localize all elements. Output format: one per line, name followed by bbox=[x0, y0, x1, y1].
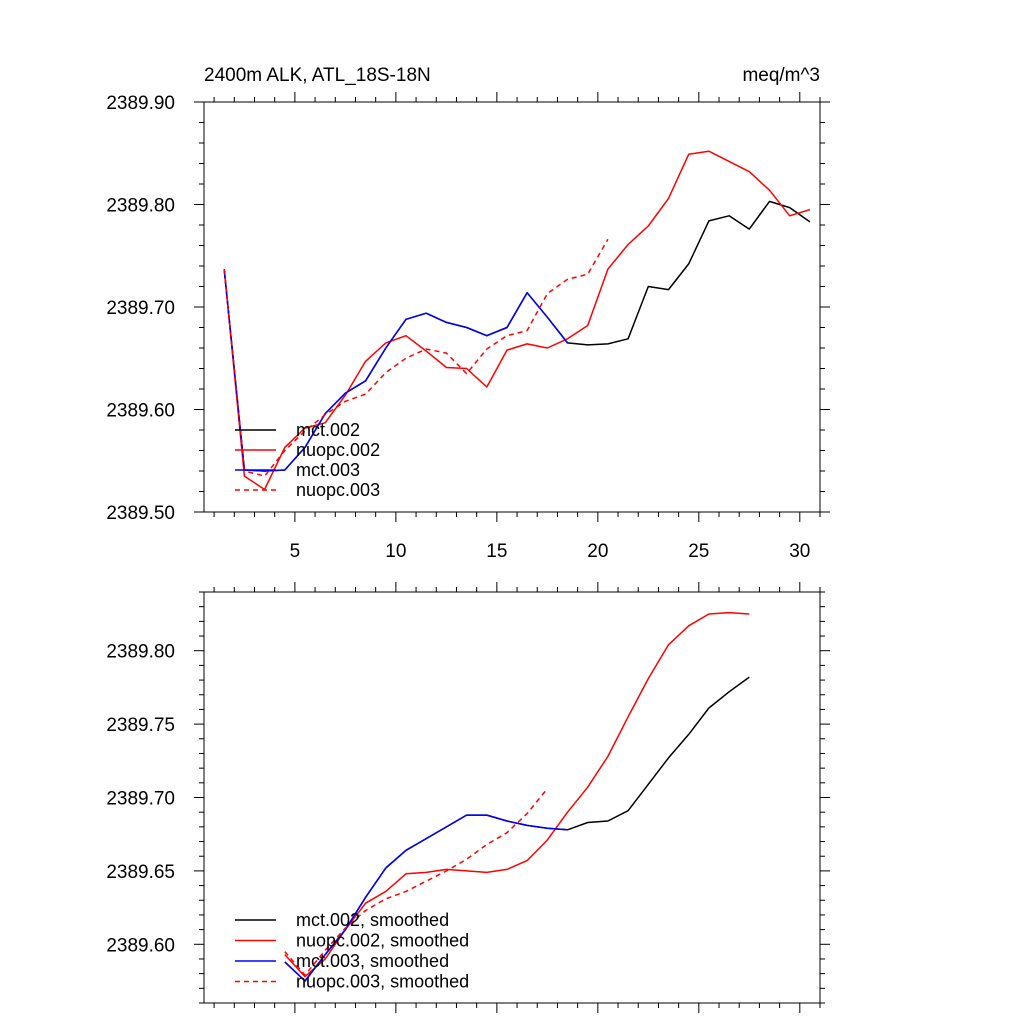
legend-label: nuopc.002 bbox=[296, 440, 380, 460]
series-line-nuopc-003-smoothed bbox=[284, 788, 548, 976]
x-tick-label: 20 bbox=[587, 541, 608, 562]
units-label: meq/m^3 bbox=[742, 65, 820, 86]
legend-label: mct.002, smoothed bbox=[296, 910, 449, 930]
series-line-nuopc-002-smoothed bbox=[284, 611, 750, 978]
chart-title: 2400m ALK, ATL_18S-18N bbox=[204, 65, 431, 86]
y-tick-label: 2389.75 bbox=[106, 715, 175, 736]
y-tick-label: 2389.50 bbox=[106, 503, 175, 524]
x-tick-label: 10 bbox=[385, 541, 406, 562]
bottom-panel: 2389.60 2389.65 2389.70 2389.75 2389.80 mct.0… bbox=[106, 582, 830, 1013]
legend-label: mct.003 bbox=[296, 460, 360, 480]
y-tick-label: 2389.80 bbox=[106, 642, 175, 663]
y-tick-label: 2389.90 bbox=[106, 93, 175, 114]
legend-label: nuopc.003 bbox=[296, 480, 380, 500]
y-tick-label: 2389.70 bbox=[106, 789, 175, 810]
y-tick-label: 2389.65 bbox=[106, 862, 175, 883]
top-panel: 5 10 15 20 25 30 2389.50 2389.60 2389.70 2389.80 2… bbox=[106, 65, 830, 562]
y-tick-label: 2389.60 bbox=[106, 935, 175, 956]
x-tick-label: 5 bbox=[290, 541, 301, 562]
series-line-mct-003 bbox=[223, 269, 569, 472]
legend-label: nuopc.003, smoothed bbox=[296, 972, 469, 992]
y-tick-label: 2389.70 bbox=[106, 298, 175, 319]
y-tick-label: 2389.60 bbox=[106, 401, 175, 422]
series-line-mct-003-smoothed bbox=[284, 814, 568, 982]
x-tick-label: 15 bbox=[486, 541, 507, 562]
legend-label: mct.002 bbox=[296, 420, 360, 440]
y-tick-label: 2389.80 bbox=[106, 196, 175, 217]
series-line-nuopc-002 bbox=[223, 150, 811, 491]
x-tick-label: 25 bbox=[688, 541, 709, 562]
x-tick-label: 30 bbox=[789, 541, 810, 562]
series-line-nuopc-003 bbox=[223, 238, 609, 477]
legend-label: mct.003, smoothed bbox=[296, 951, 449, 971]
legend-label: nuopc.002, smoothed bbox=[296, 931, 469, 951]
